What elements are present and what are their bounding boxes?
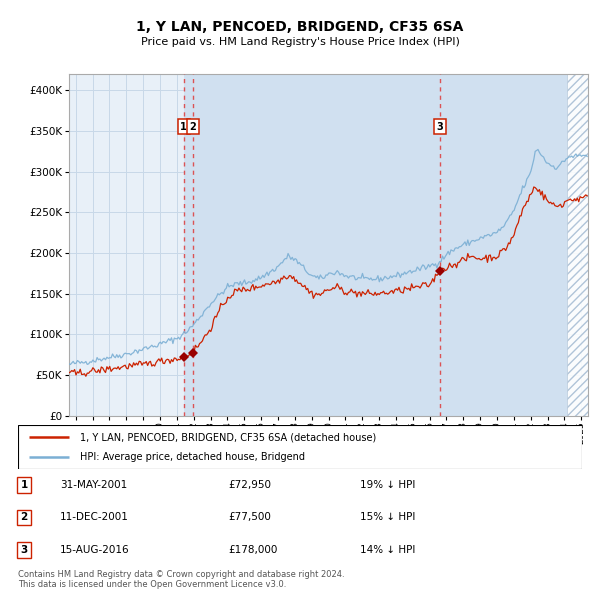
Bar bbox=[567, 74, 588, 416]
Text: 3: 3 bbox=[437, 122, 443, 132]
Text: 19% ↓ HPI: 19% ↓ HPI bbox=[360, 480, 415, 490]
Text: 11-DEC-2001: 11-DEC-2001 bbox=[60, 513, 129, 522]
Text: 15-AUG-2016: 15-AUG-2016 bbox=[60, 545, 130, 555]
Text: £72,950: £72,950 bbox=[228, 480, 271, 490]
Text: 1: 1 bbox=[20, 480, 28, 490]
Text: This data is licensed under the Open Government Licence v3.0.: This data is licensed under the Open Gov… bbox=[18, 579, 286, 589]
Text: £178,000: £178,000 bbox=[228, 545, 277, 555]
Text: Contains HM Land Registry data © Crown copyright and database right 2024.: Contains HM Land Registry data © Crown c… bbox=[18, 569, 344, 579]
Text: HPI: Average price, detached house, Bridgend: HPI: Average price, detached house, Brid… bbox=[80, 452, 305, 461]
Text: 1: 1 bbox=[181, 122, 187, 132]
Text: 1, Y LAN, PENCOED, BRIDGEND, CF35 6SA (detached house): 1, Y LAN, PENCOED, BRIDGEND, CF35 6SA (d… bbox=[80, 432, 376, 442]
Text: 1, Y LAN, PENCOED, BRIDGEND, CF35 6SA: 1, Y LAN, PENCOED, BRIDGEND, CF35 6SA bbox=[136, 19, 464, 34]
Text: 31-MAY-2001: 31-MAY-2001 bbox=[60, 480, 127, 490]
Bar bbox=[567, 74, 588, 416]
Text: £77,500: £77,500 bbox=[228, 513, 271, 522]
Bar bbox=[184, 74, 567, 416]
Text: 15% ↓ HPI: 15% ↓ HPI bbox=[360, 513, 415, 522]
Text: 14% ↓ HPI: 14% ↓ HPI bbox=[360, 545, 415, 555]
Text: Price paid vs. HM Land Registry's House Price Index (HPI): Price paid vs. HM Land Registry's House … bbox=[140, 38, 460, 47]
Text: 2: 2 bbox=[20, 513, 28, 522]
Text: 2: 2 bbox=[190, 122, 196, 132]
Text: 3: 3 bbox=[20, 545, 28, 555]
